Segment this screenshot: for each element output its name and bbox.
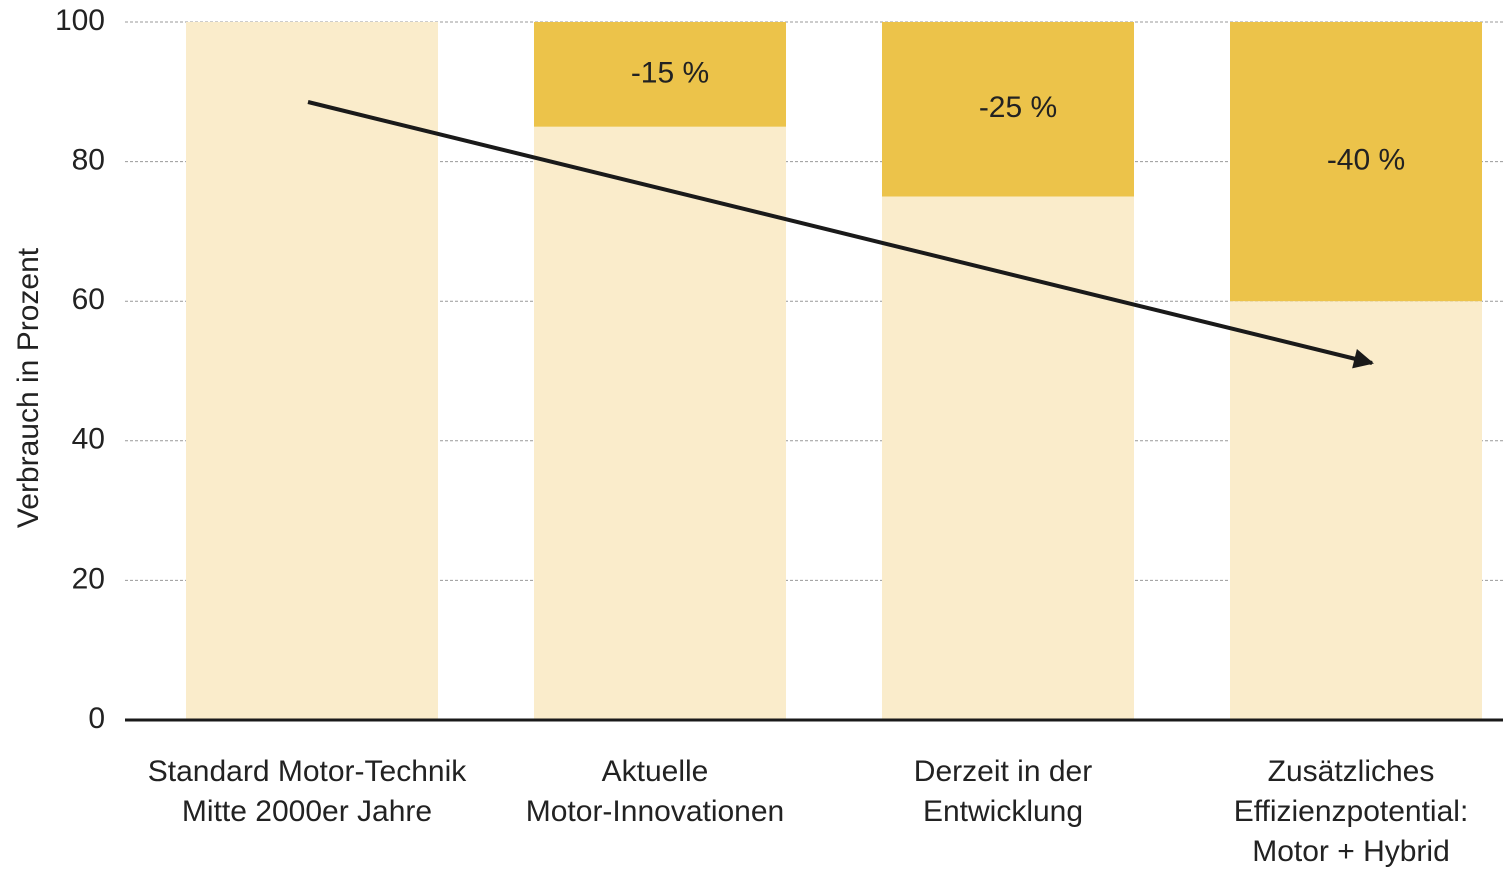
bar-segment [534, 22, 786, 127]
bar-segment [882, 22, 1134, 197]
y-tick-label: 80 [72, 144, 105, 177]
y-tick-label: 100 [55, 4, 105, 37]
bar-segment [1230, 22, 1482, 302]
x-tick-label: Standard Motor-Technik Mitte 2000er Jahre [148, 755, 467, 828]
y-tick-label: 40 [72, 423, 105, 456]
bar-segment [882, 196, 1134, 720]
bar-segment [534, 126, 786, 720]
y-tick-label: 20 [72, 562, 105, 595]
y-tick-label: 0 [88, 702, 105, 735]
value-label: -40 % [1327, 144, 1405, 177]
x-tick-label: Zusätzliches Effizienzpotential: Motor + H… [1234, 755, 1469, 868]
value-label: -25 % [979, 91, 1057, 124]
bars [186, 22, 1482, 720]
value-label: -15 % [631, 56, 709, 89]
x-tick-label: Derzeit in der Entwicklung [914, 755, 1092, 828]
bar-segment [186, 22, 438, 720]
y-axis-label: Verbrauch in Prozent [12, 247, 45, 528]
y-tick-label: 60 [72, 283, 105, 316]
bar-segment [1230, 301, 1482, 720]
x-tick-label: Aktuelle Motor-Innovationen [526, 755, 785, 828]
trend-arrow [307, 100, 1374, 369]
